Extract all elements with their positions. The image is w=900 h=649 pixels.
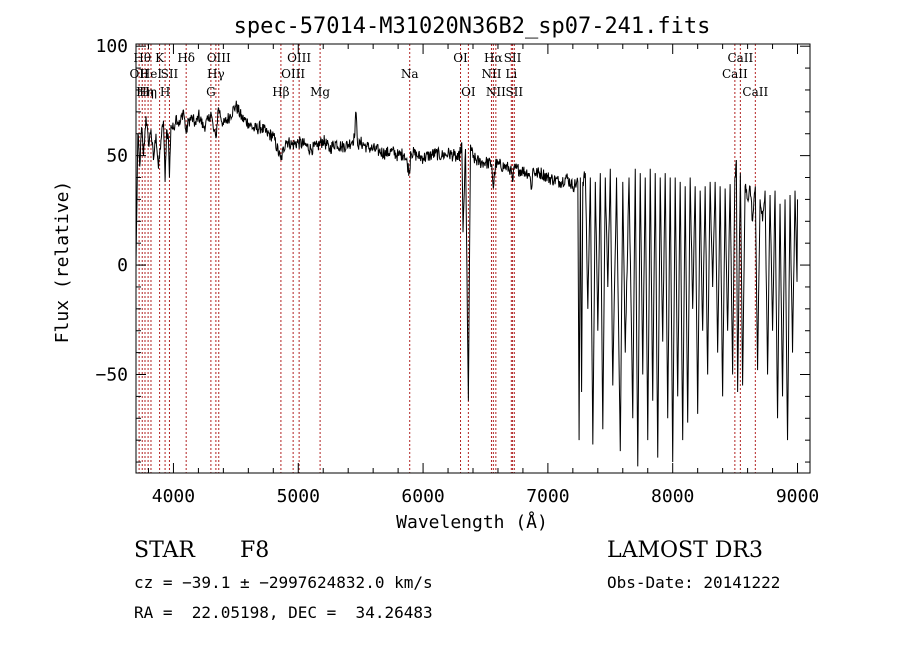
x-tick-label: 4000	[152, 486, 195, 507]
spectral-line-label: CaII	[722, 67, 748, 81]
y-axis: −50 0 50 100	[95, 36, 810, 463]
spectral-line-label: CaII	[742, 85, 768, 99]
x-tick-label: 8000	[651, 486, 694, 507]
observation-date: Obs-Date: 20141222	[607, 573, 781, 592]
spectral-line-label: Hη	[136, 85, 154, 99]
spectral-line-label: OIII	[281, 67, 305, 81]
y-tick-label: 0	[117, 255, 128, 276]
spectral-line-label: SII	[504, 51, 522, 65]
chart-title: spec-57014-M31020N36B2_sp07-241.fits	[234, 14, 711, 39]
y-axis-label: Flux (relative)	[52, 181, 73, 344]
survey-name: LAMOST DR3	[607, 538, 763, 563]
spectral-line-label: OIII	[207, 51, 231, 65]
spectral-line-label: Hθ	[133, 51, 151, 65]
x-tick-label: 9000	[776, 486, 819, 507]
y-tick-label: −50	[95, 365, 128, 386]
spectral-line-label: Li	[505, 67, 517, 81]
spectral-line-label: SII	[161, 67, 179, 81]
spectral-line-label: CaII	[727, 51, 753, 65]
x-tick-label: 5000	[277, 486, 320, 507]
spectral-line-label: OI	[453, 51, 468, 65]
x-axis-label: Wavelength (Å)	[396, 511, 548, 533]
spectral-line-markers	[138, 44, 756, 473]
y-tick-label: 50	[106, 146, 128, 167]
spectral-line-label: Hα	[484, 51, 503, 65]
spectral-line-labels: OIIHθHηHηHeIKHSIIHδGHγOIIIHβOIIIOIIIMgNa…	[129, 51, 768, 99]
spectral-line-label: HeI	[140, 67, 163, 81]
spectral-line-label: Mg	[310, 85, 330, 99]
spectral-line-label: OIII	[287, 51, 311, 65]
x-tick-label: 6000	[401, 486, 444, 507]
spectral-line-label: Na	[401, 67, 419, 81]
spectral-line-label: OII	[129, 67, 149, 81]
spectral-line-label: Hγ	[207, 67, 225, 81]
spectral-line-label: Hβ	[272, 85, 289, 99]
x-tick-label: 7000	[526, 486, 569, 507]
object-subclass: F8	[240, 538, 270, 563]
spectral-line-label: Hη	[139, 85, 157, 99]
spectral-line-label: OI	[461, 85, 476, 99]
x-axis: 4000 5000 6000 7000 8000 9000	[147, 44, 819, 507]
object-class: STAR	[134, 538, 195, 563]
spectral-line-label: NII	[481, 67, 501, 81]
y-tick-label: 100	[95, 36, 128, 57]
spectral-line-label: G	[206, 85, 216, 99]
redshift-line: cz = −39.1 ± −2997624832.0 km/s	[134, 573, 433, 592]
coordinates: RA = 22.05198, DEC = 34.26483	[134, 603, 433, 622]
spectral-line-label: NII	[486, 85, 506, 99]
spectral-line-label: SII	[505, 85, 523, 99]
spectral-line-label: K	[155, 51, 165, 65]
spectral-line-label: H	[160, 85, 170, 99]
spectral-line-label: Hδ	[177, 51, 195, 65]
spectrum-line	[135, 100, 799, 467]
